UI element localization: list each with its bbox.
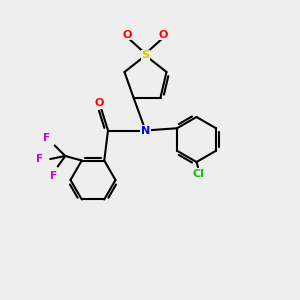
Text: F: F — [50, 170, 57, 181]
Text: N: N — [141, 125, 150, 136]
Text: S: S — [142, 50, 149, 61]
Text: O: O — [159, 29, 168, 40]
Text: Cl: Cl — [192, 169, 204, 179]
Text: F: F — [43, 133, 50, 143]
Text: F: F — [36, 154, 43, 164]
Text: O: O — [94, 98, 104, 109]
Text: O: O — [123, 29, 132, 40]
